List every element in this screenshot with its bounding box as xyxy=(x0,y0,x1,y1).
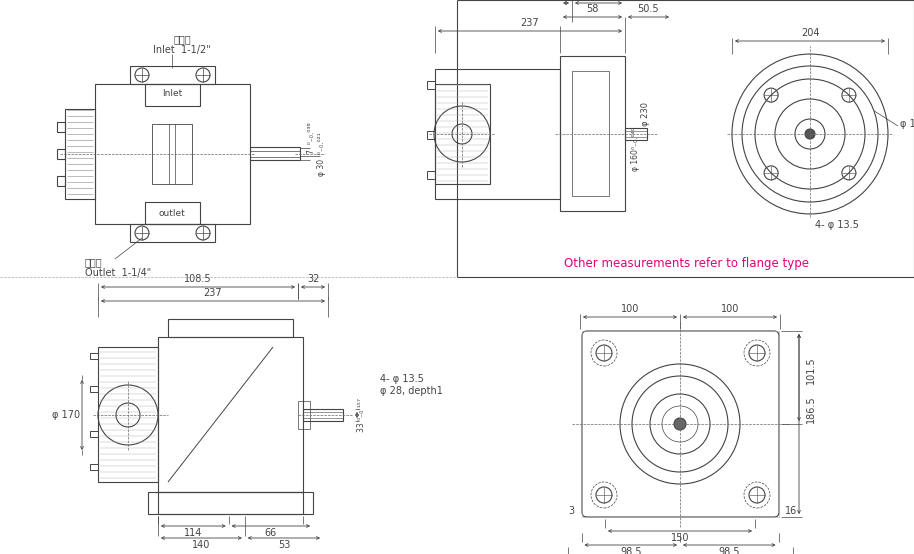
Bar xyxy=(298,401,310,429)
Bar xyxy=(145,202,200,224)
Text: 98.5: 98.5 xyxy=(621,547,642,554)
Bar xyxy=(152,124,192,184)
Bar xyxy=(427,81,435,89)
Text: Outlet  1-1/4": Outlet 1-1/4" xyxy=(85,268,151,278)
Text: 入油口: 入油口 xyxy=(173,34,191,44)
Bar xyxy=(427,131,435,139)
Text: 50.5: 50.5 xyxy=(637,4,659,14)
Bar xyxy=(572,71,609,196)
Bar xyxy=(250,147,300,160)
Text: 101.5: 101.5 xyxy=(806,356,816,384)
Text: 7  ⁰₋₀.⁰³⁶: 7 ⁰₋₀.⁰³⁶ xyxy=(307,122,316,154)
Bar xyxy=(98,347,158,482)
Bar xyxy=(57,122,65,132)
Text: 3: 3 xyxy=(568,506,574,516)
Text: 237: 237 xyxy=(521,18,539,28)
Bar xyxy=(560,56,625,211)
Bar xyxy=(90,386,98,392)
Text: 出油口: 出油口 xyxy=(85,257,102,267)
Text: 100: 100 xyxy=(721,304,739,314)
Text: 114: 114 xyxy=(184,528,203,538)
Bar xyxy=(625,128,647,140)
Text: 98.5: 98.5 xyxy=(718,547,739,554)
Bar xyxy=(57,176,65,186)
Text: 186.5: 186.5 xyxy=(806,395,816,423)
Bar xyxy=(130,66,215,84)
Bar xyxy=(145,84,200,106)
Bar xyxy=(168,319,293,337)
Text: 4- φ 13.5: 4- φ 13.5 xyxy=(815,220,859,230)
Text: 33 ⁰₋₀·¹⁵⁷: 33 ⁰₋₀·¹⁵⁷ xyxy=(356,398,366,432)
Text: φ 187: φ 187 xyxy=(900,119,914,129)
Text: Inlet  1-1/2": Inlet 1-1/2" xyxy=(154,45,211,55)
Text: 66: 66 xyxy=(265,528,277,538)
Circle shape xyxy=(674,418,686,430)
Text: outlet: outlet xyxy=(159,209,186,218)
Text: φ 160⁰₋₀.⁰⁴⁰: φ 160⁰₋₀.⁰⁴⁰ xyxy=(631,127,640,171)
Text: 204: 204 xyxy=(801,28,819,38)
Circle shape xyxy=(805,129,815,139)
Bar xyxy=(158,492,303,514)
Text: 140: 140 xyxy=(192,540,210,550)
Text: Inlet: Inlet xyxy=(162,90,182,99)
Text: φ 28, depth1: φ 28, depth1 xyxy=(380,386,443,396)
Bar xyxy=(435,84,490,184)
Text: 150: 150 xyxy=(671,533,689,543)
Text: φ 170: φ 170 xyxy=(52,410,80,420)
Text: 108.5: 108.5 xyxy=(185,274,212,284)
Bar xyxy=(303,409,343,421)
Text: 53: 53 xyxy=(278,540,290,550)
Bar xyxy=(582,331,779,517)
Bar xyxy=(427,171,435,179)
Bar xyxy=(90,431,98,437)
Text: Other measurements refer to flange type: Other measurements refer to flange type xyxy=(564,257,809,269)
Bar xyxy=(435,69,560,199)
Bar xyxy=(57,149,65,159)
Text: 16: 16 xyxy=(785,506,797,516)
Bar xyxy=(65,109,95,199)
Bar xyxy=(158,337,303,492)
Text: 237: 237 xyxy=(204,288,222,298)
Text: 4- φ 13.5: 4- φ 13.5 xyxy=(380,374,424,384)
Text: φ 230: φ 230 xyxy=(641,102,650,126)
Bar xyxy=(95,84,250,224)
Bar xyxy=(90,464,98,470)
Bar xyxy=(148,492,313,514)
Text: 58: 58 xyxy=(586,4,598,14)
Text: 32: 32 xyxy=(307,274,319,284)
Bar xyxy=(90,353,98,359)
Text: φ 30  ⁰₋₀.⁰²¹: φ 30 ⁰₋₀.⁰²¹ xyxy=(317,132,326,176)
Text: 100: 100 xyxy=(621,304,639,314)
Bar xyxy=(130,224,215,242)
